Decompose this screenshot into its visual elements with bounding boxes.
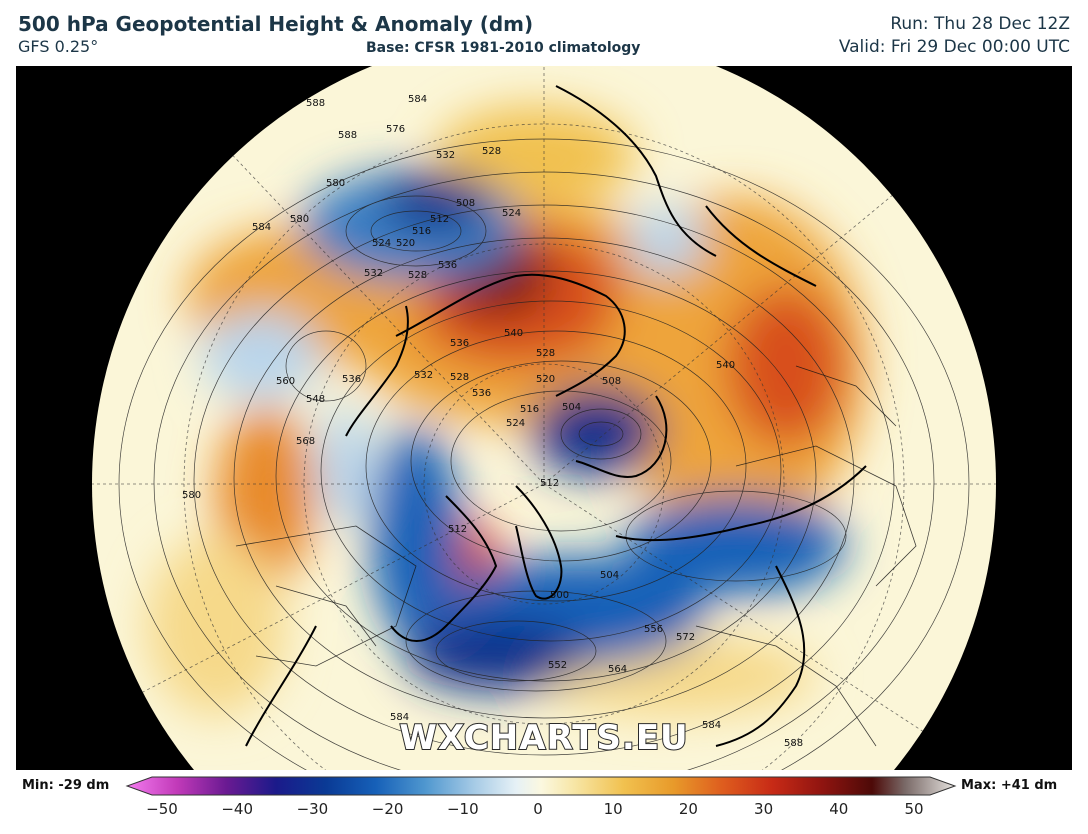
contour-label: 536 — [450, 338, 469, 349]
colorbar-tick-label: −30 — [296, 800, 329, 818]
chart-header: 500 hPa Geopotential Height & Anomaly (d… — [0, 0, 1088, 64]
contour-label: 572 — [676, 632, 695, 643]
contour-label: 520 — [536, 374, 555, 385]
contour-label: 536 — [342, 374, 361, 385]
colorbar-scale — [125, 776, 957, 796]
chart-title: 500 hPa Geopotential Height & Anomaly (d… — [18, 12, 534, 36]
contour-label: 528 — [482, 146, 501, 157]
contour-label: 540 — [504, 328, 523, 339]
contour-label: 520 — [396, 238, 415, 249]
colorbar-bar — [125, 776, 957, 796]
contour-label: 584 — [408, 94, 427, 105]
min-value-label: Min: -29 dm — [22, 778, 110, 793]
contour-label: 532 — [364, 268, 383, 279]
contour-label: 504 — [562, 402, 581, 413]
model-label: GFS 0.25° — [18, 37, 99, 56]
contour-label: 516 — [520, 404, 539, 415]
contour-label: 508 — [456, 198, 475, 209]
contour-label: 532 — [436, 150, 455, 161]
contour-label: 508 — [602, 376, 621, 387]
colorbar-tick-label: −40 — [221, 800, 254, 818]
polar-map-panel: 588 584 576 588 532 528 580 516 512 508 524 584 580 5… — [16, 66, 1072, 770]
coastlines — [245, 85, 867, 747]
contour-label: 540 — [716, 360, 735, 371]
colorbar-tick-label: 40 — [829, 800, 849, 818]
contour-label: 584 — [390, 712, 409, 723]
contour-label: 588 — [784, 738, 803, 749]
colorbar-tick-label: 10 — [603, 800, 623, 818]
contour-label: 584 — [702, 720, 721, 731]
wxcharts-watermark: WXCHARTS.EU — [398, 717, 689, 759]
contour-label: 504 — [600, 570, 619, 581]
colorbar-tick-label: 20 — [678, 800, 698, 818]
contour-label: 568 — [296, 436, 315, 447]
contour-label: 532 — [414, 370, 433, 381]
colorbar-tick-label: −50 — [146, 800, 178, 818]
colorbar-tick-label: 50 — [904, 800, 924, 818]
run-time: Run: Thu 28 Dec 12Z — [890, 14, 1070, 34]
contour-label: 580 — [326, 178, 345, 189]
contour-label: 512 — [448, 524, 467, 535]
valid-time: Valid: Fri 29 Dec 00:00 UTC — [838, 37, 1070, 57]
contour-label: 588 — [306, 98, 325, 109]
contour-label: 588 — [338, 130, 357, 141]
borders — [235, 365, 917, 747]
colorbar-tick-label: −10 — [446, 800, 479, 818]
contour-label: 536 — [472, 388, 491, 399]
colorbar-tick-label: 30 — [754, 800, 774, 818]
contour-label: 528 — [536, 348, 555, 359]
contour-label: 552 — [548, 660, 567, 671]
height-contours — [118, 138, 970, 770]
contour-label: 536 — [438, 260, 457, 271]
anomaly-field — [146, 106, 866, 716]
hemisphere-disk — [92, 66, 996, 770]
contour-label: 576 — [386, 124, 405, 135]
contour-label: 560 — [276, 376, 295, 387]
contour-label: 528 — [450, 372, 469, 383]
contour-label: 564 — [608, 664, 627, 675]
colorbar-tick-label: −20 — [371, 800, 404, 818]
contour-label: 512 — [430, 214, 449, 225]
contour-label: 548 — [306, 394, 325, 405]
contour-label: 500 — [550, 590, 569, 601]
contour-label: 524 — [506, 418, 525, 429]
contour-label: 524 — [372, 238, 391, 249]
contour-label: 556 — [644, 624, 663, 635]
colorbar-tick-label: 0 — [533, 800, 543, 818]
contour-label: 580 — [182, 490, 201, 501]
graticule — [92, 66, 996, 770]
contour-label: 512 — [540, 478, 559, 489]
contour-label: 516 — [412, 226, 431, 237]
contour-label: 580 — [290, 214, 309, 225]
contour-label: 528 — [408, 270, 427, 281]
max-value-label: Max: +41 dm — [961, 778, 1058, 793]
anomaly-colorbar: Min: -29 dm Max: +41 dm −50 −40 −30 −20 −10 0… — [0, 772, 1088, 834]
contour-label: 584 — [252, 222, 271, 233]
contour-label: 524 — [502, 208, 521, 219]
climatology-base-label: Base: CFSR 1981-2010 climatology — [366, 40, 641, 56]
